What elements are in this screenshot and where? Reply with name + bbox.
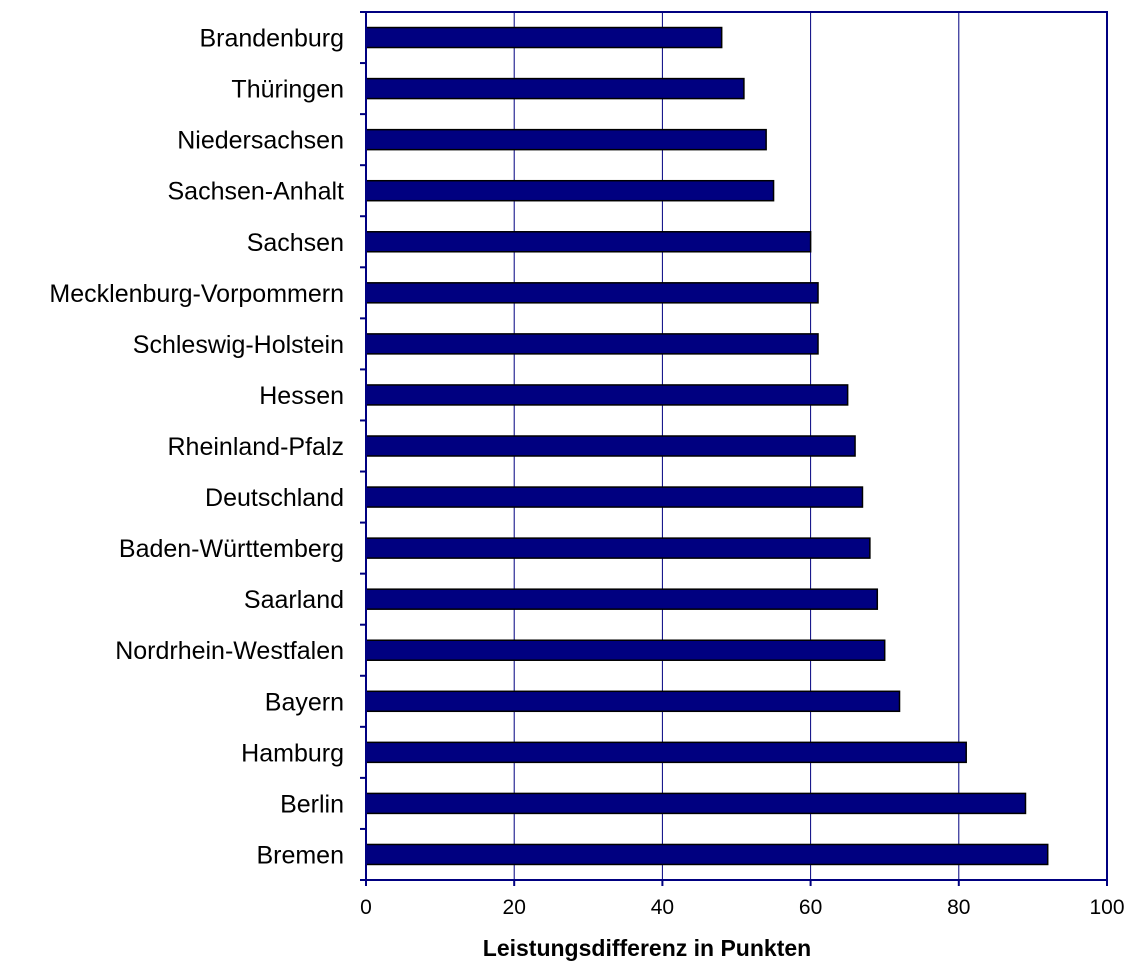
category-label: Bayern: [265, 688, 344, 716]
category-label: Hamburg: [241, 739, 344, 767]
bar: [365, 231, 812, 253]
category-labels: Brandenburg Thüringen Niedersachsen Sachsen…: [49, 25, 344, 870]
bar: [365, 179, 775, 202]
bar: [365, 435, 856, 457]
category-label: Saarland: [244, 586, 344, 614]
category-label: Thüringen: [231, 76, 344, 104]
bar: [365, 843, 1049, 866]
bar: [365, 333, 819, 355]
bars: [365, 26, 1049, 866]
category-label: Sachsen-Anhalt: [167, 178, 344, 206]
category-label: Mecklenburg-Vorpommern: [49, 280, 344, 308]
category-label: Brandenburg: [199, 25, 344, 53]
bar: [365, 77, 745, 100]
category-label: Deutschland: [205, 484, 344, 512]
bar: [365, 588, 879, 610]
category-label: Nordrhein-Westfalen: [115, 637, 344, 665]
category-label: Baden-Württemberg: [119, 535, 344, 563]
bar: [365, 26, 723, 49]
plot-area-border: [365, 11, 1108, 881]
x-tick-labels: 0 20 40 60 80 100: [360, 896, 1124, 919]
x-tick-label: 80: [947, 896, 970, 919]
x-tick-label: 40: [651, 896, 674, 919]
bar: [365, 741, 967, 764]
bar: [365, 384, 849, 406]
bar: [365, 537, 871, 559]
bar: [365, 639, 886, 661]
x-tick-label: 0: [360, 896, 372, 919]
bar: [365, 792, 1027, 815]
category-label: Sachsen: [247, 229, 344, 257]
bar: [365, 282, 819, 304]
bar: [365, 486, 864, 508]
x-tick-label: 100: [1089, 896, 1124, 919]
category-label: Berlin: [280, 790, 344, 818]
bar: [365, 690, 901, 713]
category-label: Hessen: [259, 382, 344, 410]
x-axis-title: Leistungsdifferenz in Punkten: [483, 935, 811, 961]
category-label: Rheinland-Pfalz: [168, 433, 345, 461]
category-label: Niedersachsen: [177, 127, 344, 155]
plot-frame: [360, 11, 1108, 886]
category-label: Bremen: [256, 841, 344, 869]
bar: [365, 128, 767, 151]
category-label: Schleswig-Holstein: [133, 331, 344, 359]
x-tick-label: 60: [799, 896, 822, 919]
x-tick-label: 20: [503, 896, 526, 919]
